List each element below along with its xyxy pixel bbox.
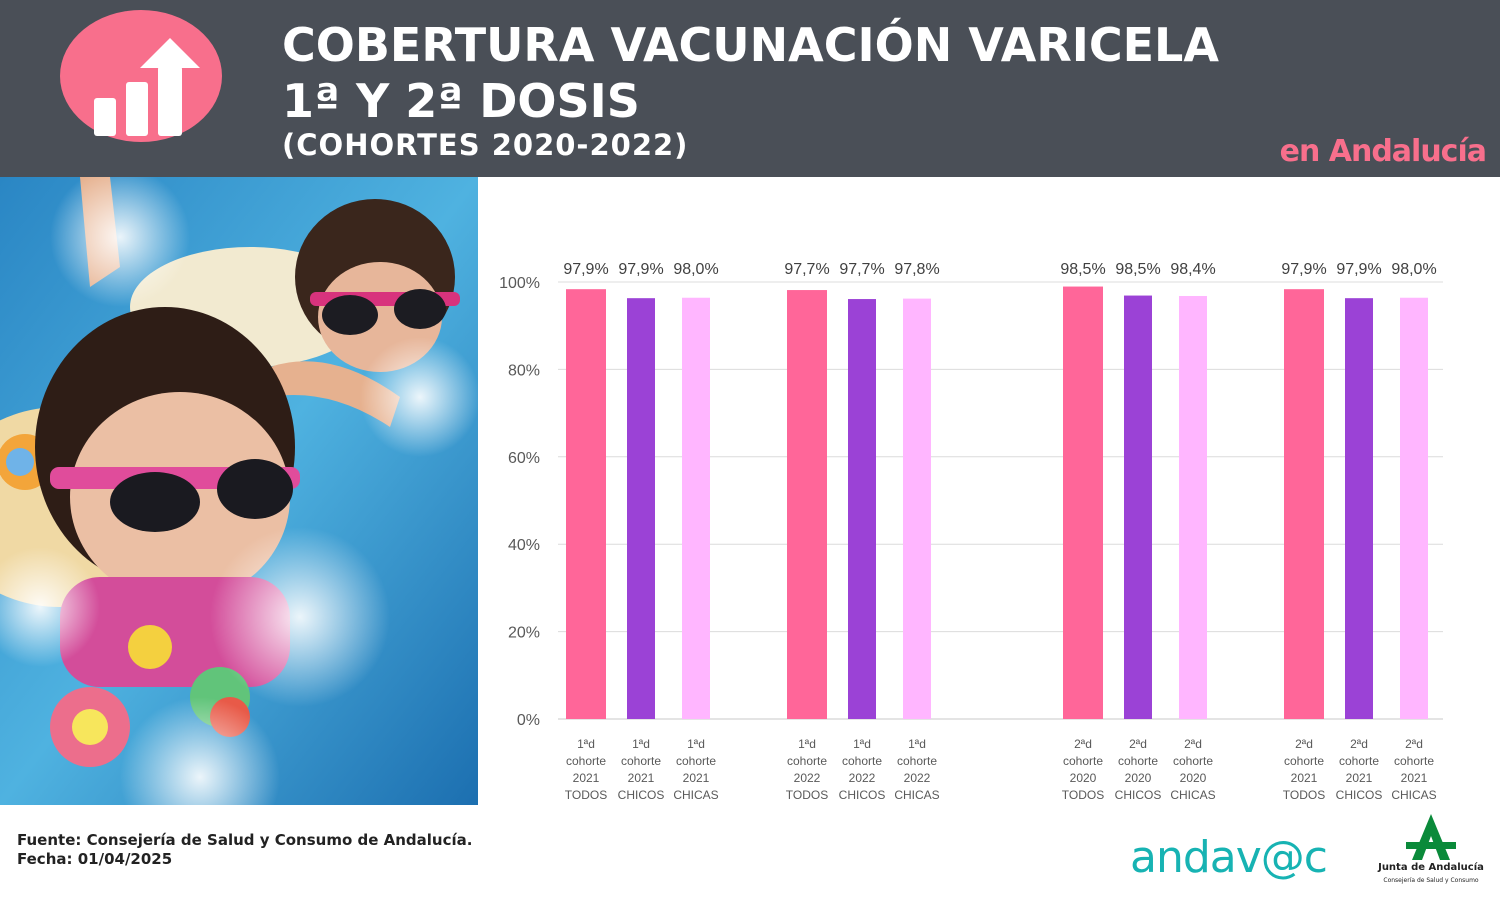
x-tick-label: 2020 [1070, 771, 1097, 785]
x-tick-label: 2ªd [1184, 737, 1202, 751]
x-tick-label: 1ªd [632, 737, 650, 751]
x-tick-label: 1ªd [798, 737, 816, 751]
title-line-3: (COHORTES 2020-2022) [282, 128, 689, 162]
y-tick-label: 40% [508, 537, 540, 554]
x-tick-label: CHICAS [673, 788, 718, 802]
value-label: 97,9% [618, 261, 663, 278]
children-swimming-pool-photo [0, 177, 478, 805]
x-tick-label: cohorte [787, 754, 827, 768]
x-tick-label: cohorte [566, 754, 606, 768]
junta-emblem-icon [1406, 814, 1456, 860]
x-tick-label: 1ªd [687, 737, 705, 751]
x-tick-label: cohorte [1118, 754, 1158, 768]
x-tick-label: 1ªd [853, 737, 871, 751]
x-tick-label: 1ªd [577, 737, 595, 751]
bar-chicos [1345, 298, 1373, 719]
source-note: Fuente: Consejería de Salud y Consumo de… [17, 831, 472, 869]
x-tick-label: TODOS [1283, 788, 1325, 802]
x-tick-label: 2021 [1401, 771, 1428, 785]
x-tick-label: 2ªd [1129, 737, 1147, 751]
coverage-bar-chart: 0% 20% 40% 60% 80% 100% 97,9% 1ªd cohorte 2021 TOD… [478, 177, 1478, 809]
labels-layer: 0% 20% 40% 60% 80% 100% 97,9% 1ªd cohorte 2021 TOD… [499, 261, 1437, 802]
x-tick-label: 2022 [849, 771, 876, 785]
x-tick-label: cohorte [1339, 754, 1379, 768]
x-tick-label: 2021 [573, 771, 600, 785]
bar-todos [1284, 289, 1324, 719]
x-tick-label: CHICOS [839, 788, 886, 802]
bars-layer [566, 286, 1428, 719]
bar-todos [787, 290, 827, 719]
value-label: 98,5% [1115, 261, 1160, 278]
x-tick-label: CHICOS [1115, 788, 1162, 802]
region-label: en Andalucía [1279, 134, 1487, 169]
x-tick-label: CHICAS [1391, 788, 1436, 802]
x-tick-label: 2021 [628, 771, 655, 785]
value-label: 98,4% [1170, 261, 1215, 278]
x-tick-label: 2ªd [1295, 737, 1313, 751]
x-tick-label: 1ªd [908, 737, 926, 751]
date-text: Fecha: 01/04/2025 [17, 850, 173, 868]
x-tick-label: 2020 [1180, 771, 1207, 785]
y-tick-label: 100% [499, 275, 540, 292]
x-tick-label: CHICOS [618, 788, 665, 802]
value-label: 98,0% [673, 261, 718, 278]
x-tick-label: cohorte [621, 754, 661, 768]
x-tick-label: 2ªd [1074, 737, 1092, 751]
x-tick-label: cohorte [1063, 754, 1103, 768]
bar-chicos [848, 299, 876, 719]
chart-logo-badge [60, 10, 222, 142]
value-label: 97,9% [1336, 261, 1381, 278]
y-tick-label: 80% [508, 362, 540, 379]
bar-chicos [1124, 295, 1152, 719]
x-tick-label: TODOS [786, 788, 828, 802]
value-label: 98,5% [1060, 261, 1105, 278]
header-banner: COBERTURA VACUNACIÓN VARICELA 1ª Y 2ª DO… [0, 0, 1500, 177]
value-label: 97,7% [784, 261, 829, 278]
bar-chicas [1179, 295, 1207, 719]
x-tick-label: 2021 [1291, 771, 1318, 785]
x-tick-label: 2020 [1125, 771, 1152, 785]
x-tick-label: cohorte [897, 754, 937, 768]
x-tick-label: cohorte [1284, 754, 1324, 768]
y-tick-label: 20% [508, 625, 540, 642]
value-label: 97,8% [894, 261, 939, 278]
bar-todos [1063, 286, 1103, 719]
chart-canvas: 0% 20% 40% 60% 80% 100% 97,9% 1ªd cohorte 2021 TOD… [499, 261, 1443, 802]
andavac-logo: andav@c [1130, 832, 1328, 883]
y-tick-label: 0% [517, 712, 540, 729]
bar-chicos [627, 298, 655, 719]
bar-chicas [1400, 297, 1428, 719]
bar-chicas [903, 298, 931, 719]
value-label: 98,0% [1391, 261, 1436, 278]
bar-todos [566, 289, 606, 719]
bar-chicas [682, 297, 710, 719]
junta-sub: Consejería de Salud y Consumo [1383, 877, 1479, 884]
x-tick-label: TODOS [1062, 788, 1104, 802]
bar-chart-up-arrow-icon [94, 38, 200, 136]
x-tick-label: cohorte [1173, 754, 1213, 768]
x-tick-label: cohorte [676, 754, 716, 768]
junta-name: Junta de Andalucía [1378, 862, 1484, 873]
value-label: 97,9% [1281, 261, 1326, 278]
value-label: 97,7% [839, 261, 884, 278]
x-tick-label: 2022 [904, 771, 931, 785]
x-tick-label: cohorte [842, 754, 882, 768]
x-tick-label: 2021 [1346, 771, 1373, 785]
y-tick-label: 60% [508, 450, 540, 467]
x-tick-label: CHICOS [1336, 788, 1383, 802]
title-line-1: COBERTURA VACUNACIÓN VARICELA [282, 18, 1219, 72]
junta-andalucia-logo: Junta de Andalucía Consejería de Salud y… [1372, 812, 1490, 890]
x-tick-label: CHICAS [894, 788, 939, 802]
source-text: Fuente: Consejería de Salud y Consumo de… [17, 831, 473, 849]
x-tick-label: TODOS [565, 788, 607, 802]
x-tick-label: 2021 [683, 771, 710, 785]
x-tick-label: cohorte [1394, 754, 1434, 768]
value-label: 97,9% [563, 261, 608, 278]
x-tick-label: 2ªd [1350, 737, 1368, 751]
x-tick-label: 2ªd [1405, 737, 1423, 751]
x-tick-label: CHICAS [1170, 788, 1215, 802]
title-line-2: 1ª Y 2ª DOSIS [282, 74, 640, 128]
x-tick-label: 2022 [794, 771, 821, 785]
